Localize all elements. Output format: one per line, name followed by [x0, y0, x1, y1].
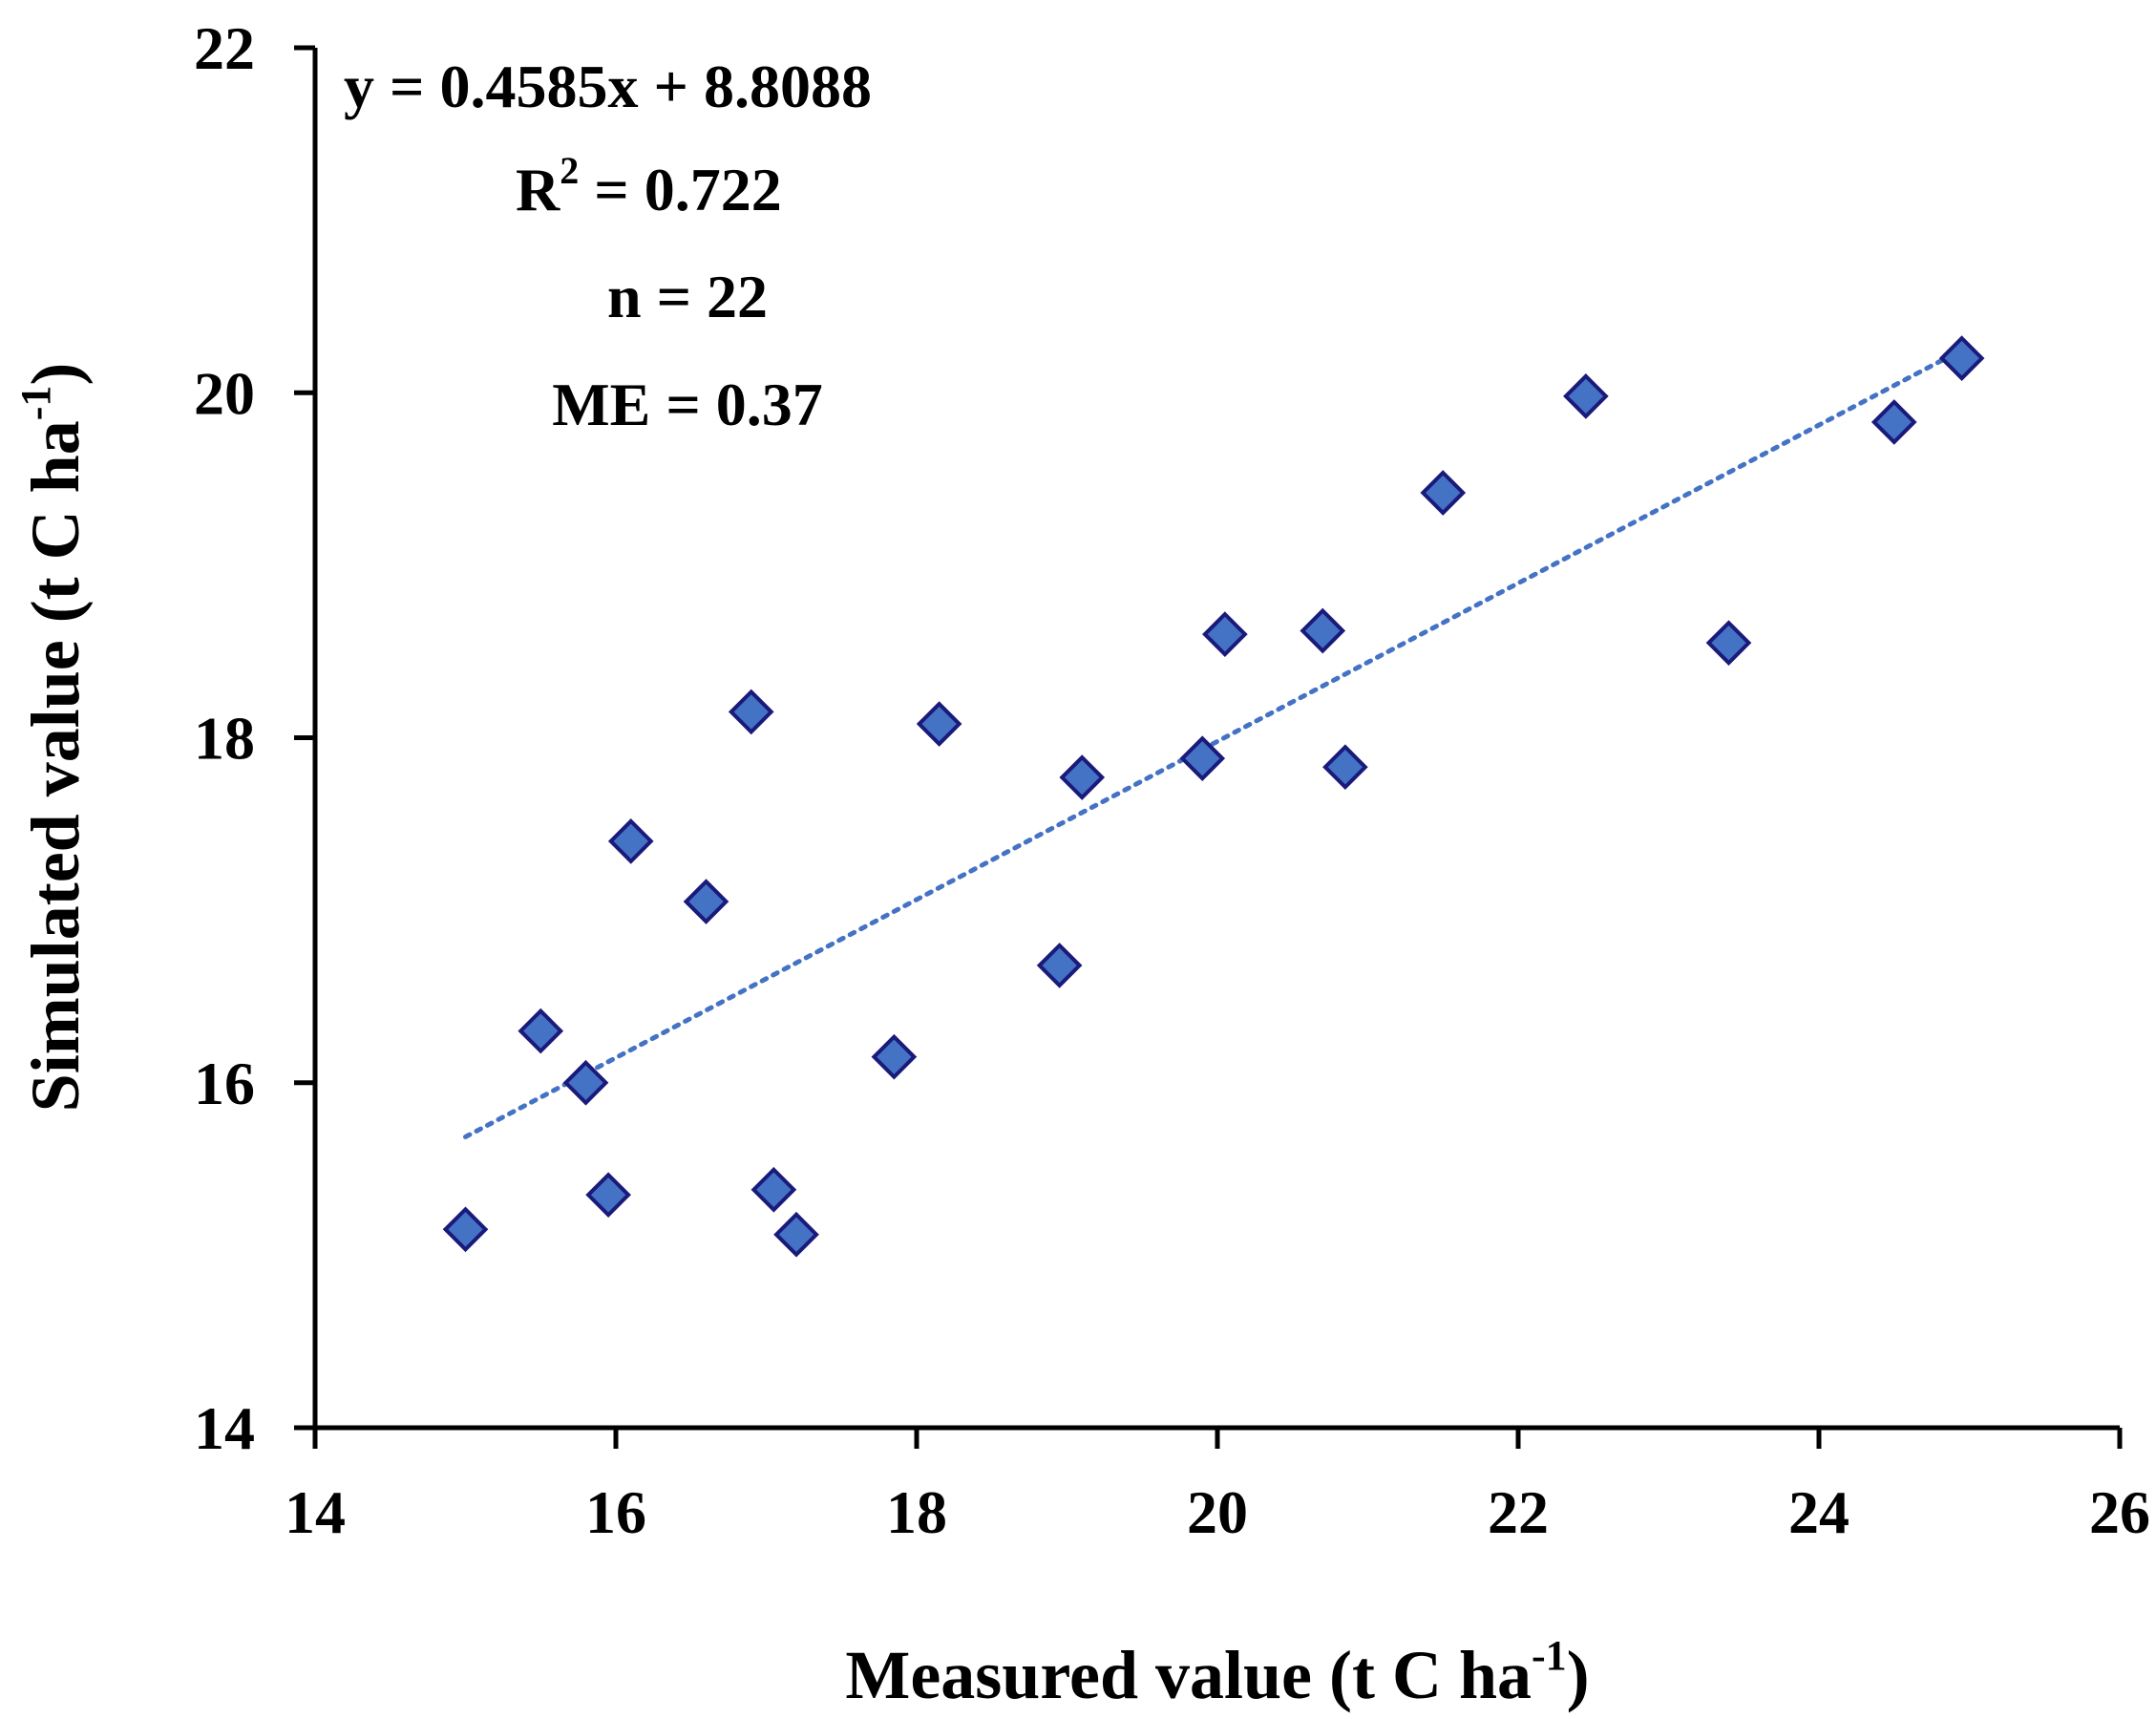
data-point — [1179, 735, 1226, 782]
data-point — [683, 879, 729, 924]
y-axis-title: Simulated value (t C ha-1) — [12, 363, 94, 1113]
data-point — [1563, 373, 1609, 419]
trendline — [463, 347, 1965, 1139]
y-tick-label: 14 — [194, 1394, 255, 1462]
x-ticks: 14 16 18 20 22 24 26 — [285, 1428, 2150, 1546]
x-axis-title: Measured value (t C ha-1) — [845, 1632, 1589, 1713]
data-point — [1420, 470, 1467, 516]
data-points — [442, 335, 1985, 1258]
data-point — [518, 1008, 564, 1054]
data-point — [562, 1059, 609, 1106]
y-tick-label: 16 — [194, 1050, 255, 1117]
data-point — [1322, 744, 1368, 791]
data-point — [607, 818, 654, 864]
mean-error-label: ME = 0.37 — [552, 371, 823, 438]
y-ticks: 14 16 18 20 22 — [194, 14, 315, 1462]
r-squared-label: R2 = 0.722 — [516, 149, 782, 223]
x-tick-label: 22 — [1488, 1478, 1549, 1546]
data-point — [1059, 754, 1106, 800]
axes — [312, 48, 2120, 1431]
data-point — [1871, 399, 1917, 445]
data-point — [442, 1206, 489, 1253]
data-point — [1300, 607, 1346, 654]
x-tick-label: 26 — [2089, 1478, 2150, 1546]
regression-equation: y = 0.4585x + 8.8088 — [344, 53, 872, 120]
data-point — [916, 701, 962, 747]
annotation-box: y = 0.4585x + 8.8088 R2 = 0.722 n = 22 M… — [344, 53, 872, 438]
x-tick-label: 16 — [585, 1478, 646, 1546]
trendline-group — [463, 347, 1965, 1139]
x-tick-label: 24 — [1788, 1478, 1850, 1546]
y-tick-label: 20 — [194, 359, 255, 427]
data-point — [585, 1172, 631, 1218]
data-point — [1705, 620, 1752, 666]
data-point — [750, 1166, 797, 1213]
sample-size-label: n = 22 — [607, 263, 768, 330]
data-point — [1938, 335, 1985, 381]
data-point — [1202, 611, 1248, 657]
x-tick-label: 18 — [886, 1478, 947, 1546]
data-point — [773, 1211, 819, 1258]
data-point — [871, 1033, 918, 1080]
data-point — [728, 689, 774, 735]
x-tick-label: 20 — [1187, 1478, 1248, 1546]
data-point — [1036, 943, 1083, 988]
x-tick-label: 14 — [285, 1478, 346, 1546]
y-tick-label: 22 — [194, 14, 255, 82]
y-tick-label: 18 — [194, 705, 255, 773]
